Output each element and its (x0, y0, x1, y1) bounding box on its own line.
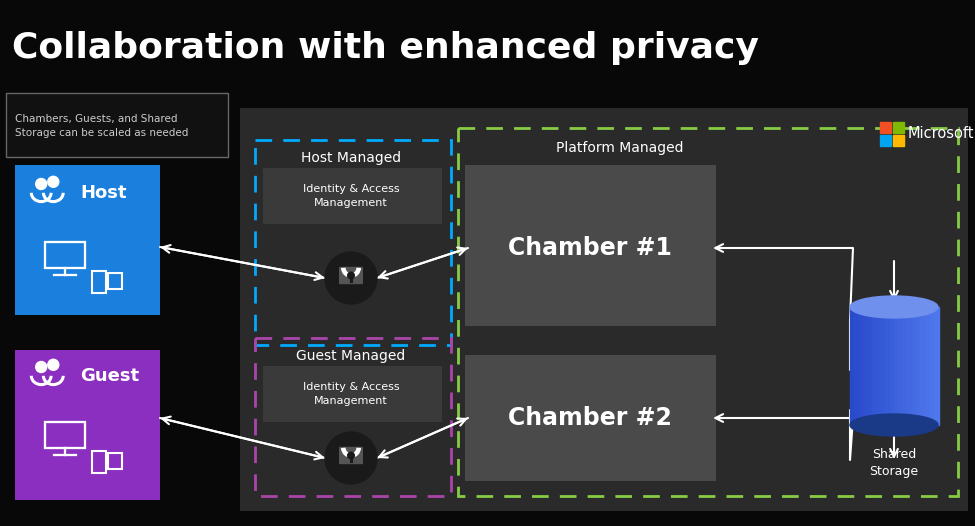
FancyBboxPatch shape (240, 108, 968, 511)
Bar (863, 307, 869, 425)
Bar (893, 122, 904, 133)
Circle shape (348, 452, 354, 459)
Bar (929, 307, 935, 425)
Bar (877, 307, 881, 425)
Bar (859, 307, 864, 425)
Bar (898, 307, 904, 425)
FancyBboxPatch shape (263, 168, 442, 224)
Text: Host Managed: Host Managed (301, 151, 401, 165)
Text: Guest: Guest (80, 367, 139, 385)
Text: Platform Managed: Platform Managed (557, 141, 683, 155)
Bar (907, 307, 913, 425)
Circle shape (48, 359, 58, 370)
Ellipse shape (850, 296, 938, 318)
FancyBboxPatch shape (339, 267, 363, 284)
FancyBboxPatch shape (263, 366, 442, 422)
Bar (893, 135, 904, 146)
Circle shape (325, 432, 377, 484)
FancyBboxPatch shape (465, 355, 716, 481)
Circle shape (348, 272, 354, 279)
Circle shape (36, 361, 47, 372)
FancyBboxPatch shape (15, 350, 160, 500)
Text: Shared
Storage: Shared Storage (870, 448, 918, 478)
Bar (885, 307, 890, 425)
Bar (920, 307, 926, 425)
Bar (934, 307, 939, 425)
Bar (880, 122, 891, 133)
Ellipse shape (850, 414, 938, 436)
Text: Identity & Access
Management: Identity & Access Management (302, 185, 400, 208)
FancyBboxPatch shape (15, 165, 160, 315)
Text: Microsoft: Microsoft (908, 126, 974, 141)
Bar (925, 307, 930, 425)
Text: Host: Host (80, 184, 127, 202)
FancyBboxPatch shape (339, 447, 363, 464)
Circle shape (325, 252, 377, 304)
Bar (850, 307, 855, 425)
Circle shape (36, 178, 47, 189)
Circle shape (48, 176, 58, 187)
Bar (916, 307, 921, 425)
FancyBboxPatch shape (6, 93, 228, 157)
Bar (880, 307, 886, 425)
Bar (868, 307, 873, 425)
Text: Chambers, Guests, and Shared
Storage can be scaled as needed: Chambers, Guests, and Shared Storage can… (15, 114, 188, 138)
Text: Collaboration with enhanced privacy: Collaboration with enhanced privacy (12, 31, 759, 65)
Bar (912, 307, 917, 425)
Bar (894, 307, 899, 425)
Bar (854, 307, 860, 425)
Text: Identity & Access
Management: Identity & Access Management (302, 382, 400, 406)
Bar (880, 135, 891, 146)
Bar (889, 307, 895, 425)
FancyBboxPatch shape (465, 165, 716, 326)
Text: Chamber #2: Chamber #2 (508, 406, 672, 430)
Text: Chamber #1: Chamber #1 (508, 236, 672, 260)
Text: Guest Managed: Guest Managed (296, 349, 406, 363)
Bar (903, 307, 908, 425)
Bar (872, 307, 878, 425)
